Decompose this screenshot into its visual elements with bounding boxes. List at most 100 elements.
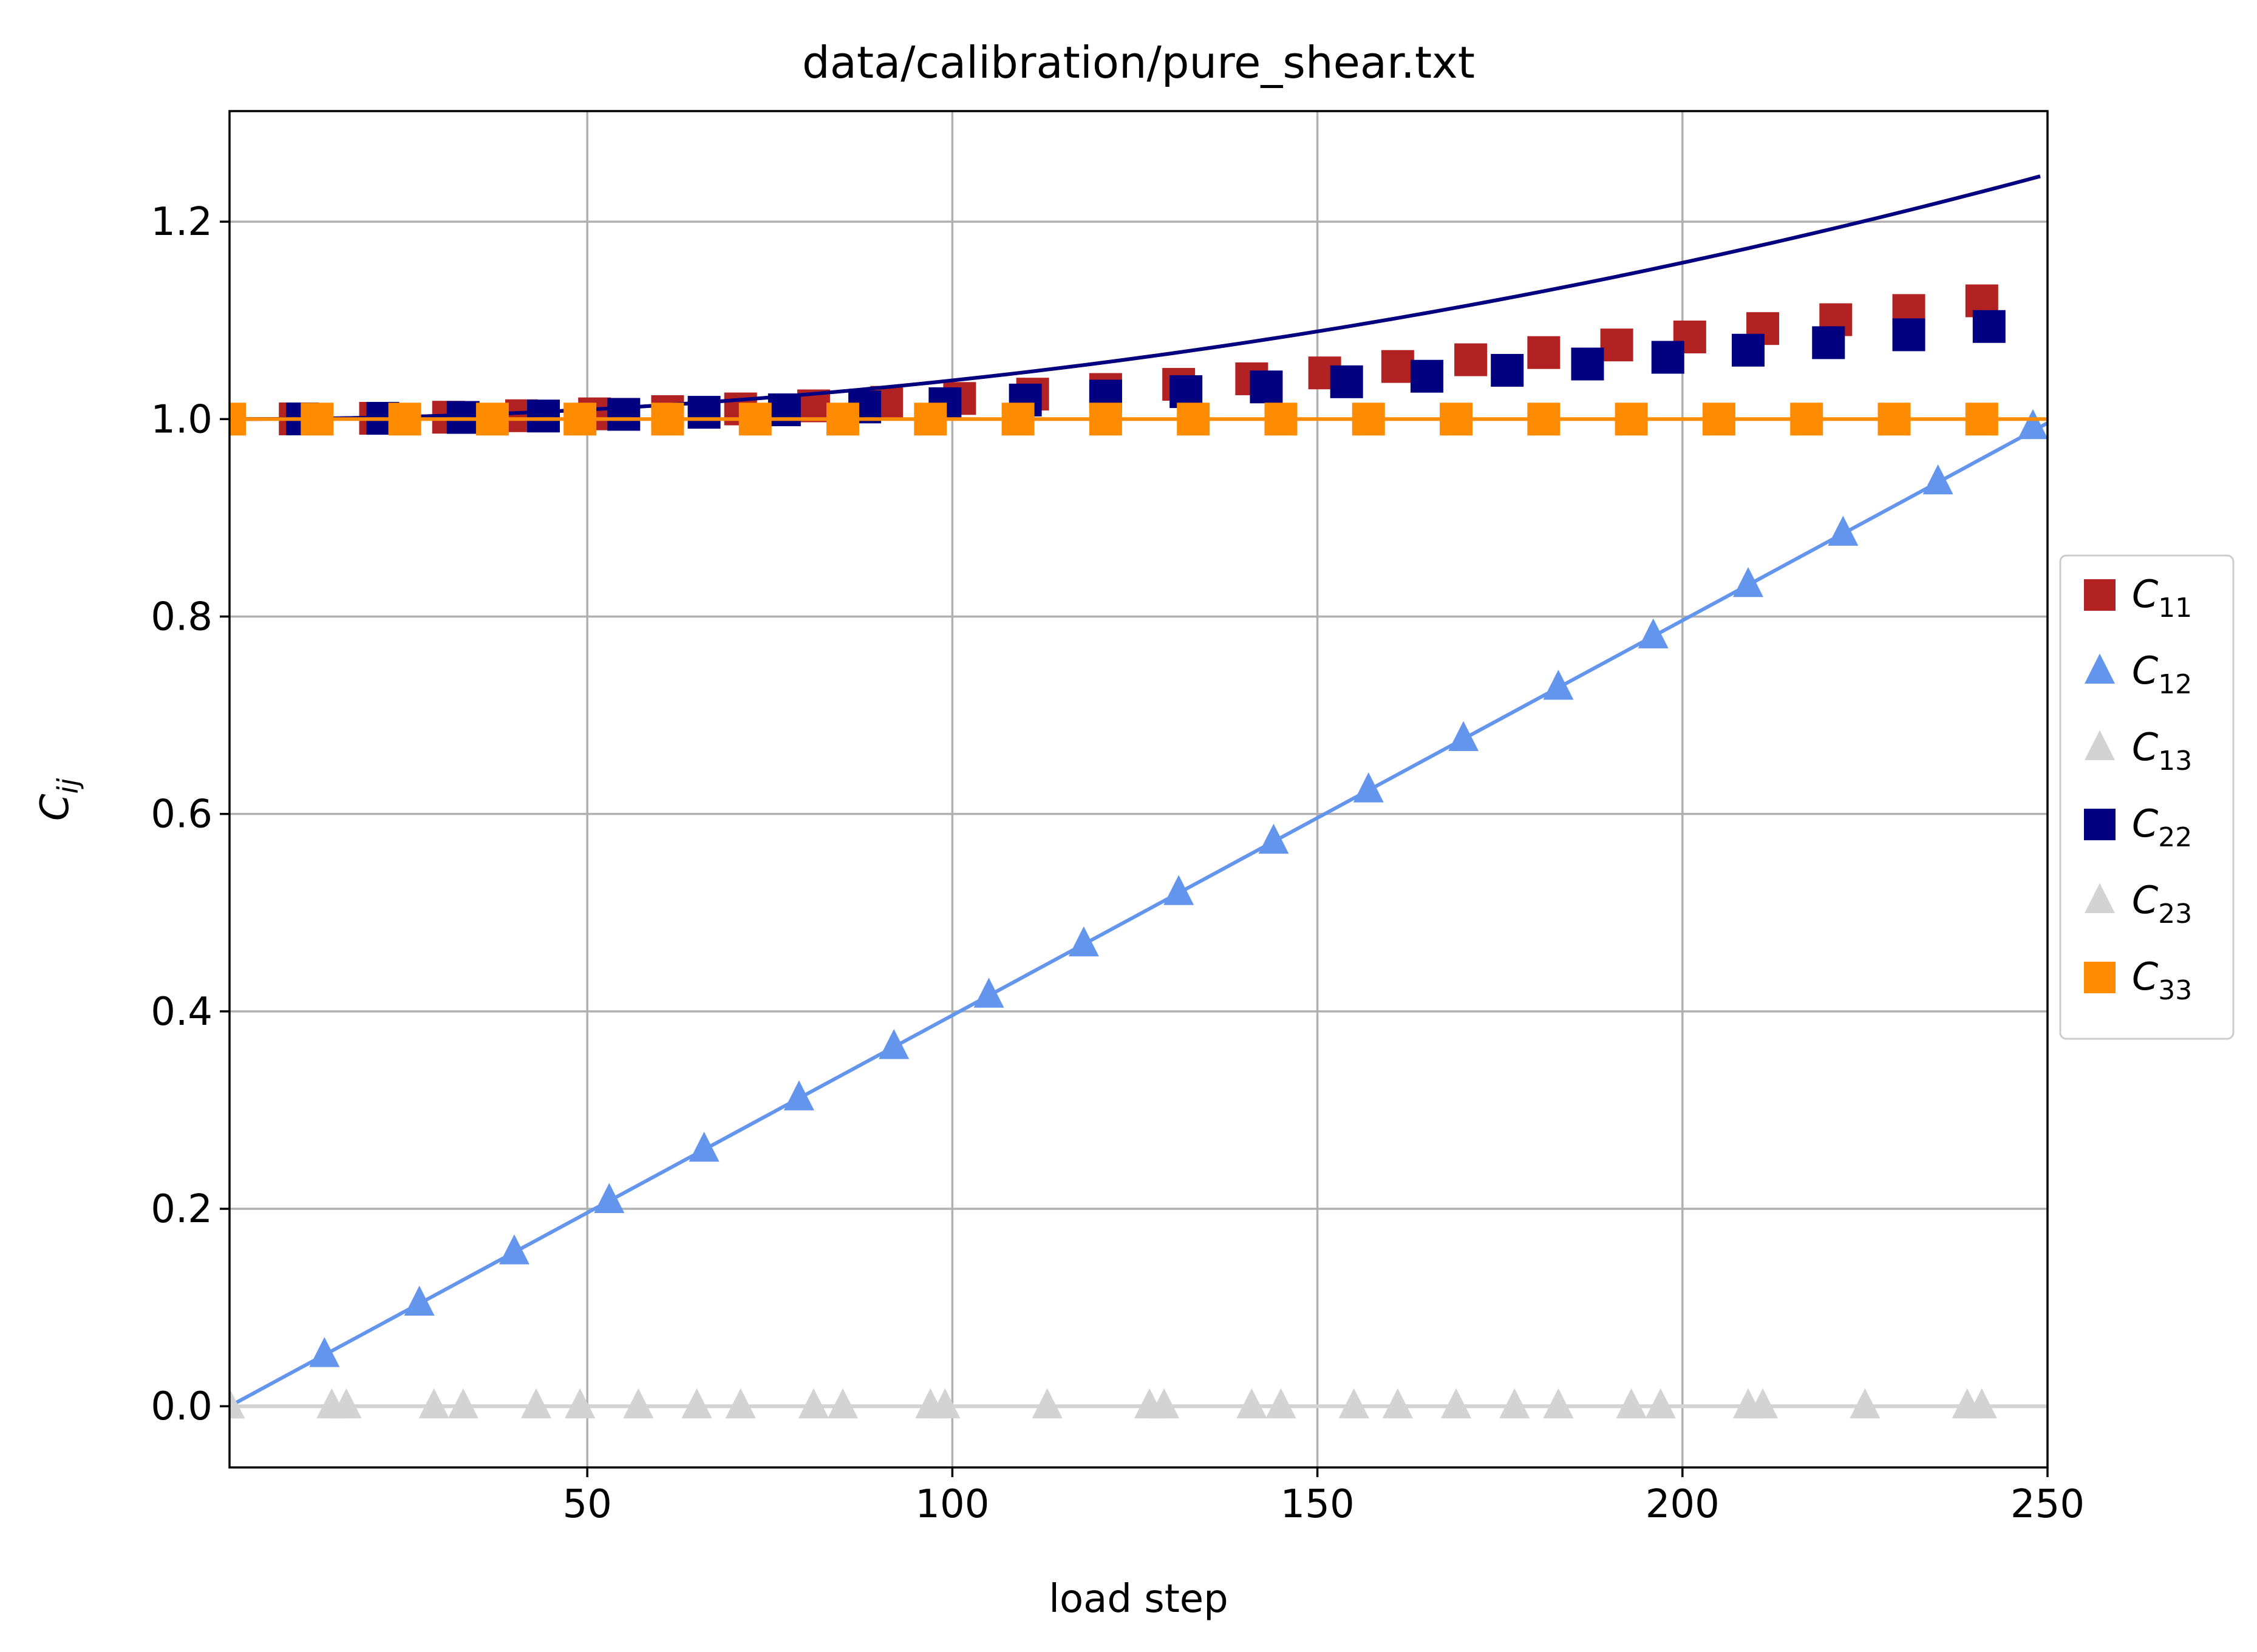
legend-marker-c23 xyxy=(2085,883,2115,913)
data-point-c23 xyxy=(1748,1388,1779,1419)
y-tick-label: 0.6 xyxy=(151,792,213,837)
data-point-c22 xyxy=(1732,333,1765,367)
data-point-c22 xyxy=(607,398,641,431)
data-point-c23 xyxy=(331,1388,362,1419)
data-point-c33 xyxy=(1001,403,1035,436)
legend: C11 C12 C13 C22 C23 C33 xyxy=(2059,554,2235,1040)
data-point-c12 xyxy=(783,1080,814,1110)
data-point-c33 xyxy=(563,403,597,436)
series-c23 xyxy=(230,1388,2048,1419)
data-point-c33 xyxy=(914,403,947,436)
data-point-c22 xyxy=(768,393,801,427)
legend-label-c11: C11 xyxy=(2132,572,2192,624)
data-point-c23 xyxy=(1966,1388,1997,1419)
data-point-c33 xyxy=(651,403,684,436)
data-point-c33 xyxy=(1790,403,1823,436)
data-point-c33 xyxy=(1264,403,1298,436)
series-layer xyxy=(230,174,2048,1419)
data-point-c12 xyxy=(1068,926,1099,957)
legend-label-c13: C13 xyxy=(2132,725,2192,777)
data-point-c33 xyxy=(1440,403,1473,436)
data-point-c23 xyxy=(623,1388,654,1419)
data-point-c23 xyxy=(1265,1388,1296,1419)
legend-label-c33: C33 xyxy=(2132,954,2192,1006)
data-point-c23 xyxy=(930,1388,961,1419)
legend-item-c33: C33 xyxy=(2084,954,2192,1006)
data-point-c12 xyxy=(973,977,1004,1008)
x-tick-label: 100 xyxy=(915,1482,989,1527)
data-point-c12 xyxy=(2017,409,2048,440)
series-c12 xyxy=(230,409,2048,1419)
data-point-c12 xyxy=(689,1132,720,1162)
data-point-c23 xyxy=(1338,1388,1369,1419)
data-point-c12 xyxy=(309,1337,340,1367)
data-point-c23 xyxy=(1149,1388,1180,1419)
data-point-c23 xyxy=(681,1388,712,1419)
x-tick-label: 200 xyxy=(1646,1482,1720,1527)
data-point-c23 xyxy=(828,1388,859,1419)
data-point-c33 xyxy=(475,403,509,436)
data-point-c11 xyxy=(1381,350,1414,383)
data-point-c33 xyxy=(1352,403,1385,436)
data-point-c33 xyxy=(1702,403,1735,436)
y-axis-label-sub: ij xyxy=(52,778,84,794)
legend-item-c11: C11 xyxy=(2084,572,2192,624)
data-point-c12 xyxy=(1258,823,1289,854)
y-tick-label: 0.8 xyxy=(151,594,213,639)
y-axis-label: Cij xyxy=(33,778,84,821)
y-tick-label: 0.2 xyxy=(151,1187,213,1232)
y-tick-label: 1.2 xyxy=(151,200,213,245)
legend-marker-c22 xyxy=(2084,809,2116,840)
chart-title: data/calibration/pure_shear.txt xyxy=(802,37,1475,88)
data-point-c33 xyxy=(388,403,421,436)
data-point-c12 xyxy=(1733,566,1764,597)
data-point-c11 xyxy=(1454,343,1488,376)
legend-marker-c33 xyxy=(2084,962,2116,993)
data-point-c33 xyxy=(826,403,860,436)
data-point-c33 xyxy=(230,403,246,436)
data-point-c23 xyxy=(1032,1388,1063,1419)
data-point-c33 xyxy=(301,403,334,436)
series-c33 xyxy=(230,403,2048,436)
x-tick-label: 150 xyxy=(1281,1482,1355,1527)
data-point-c23 xyxy=(1645,1388,1676,1419)
data-point-c23 xyxy=(798,1388,829,1419)
data-point-c33 xyxy=(1089,403,1122,436)
y-tick-label: 0.4 xyxy=(151,990,213,1035)
legend-label-c23: C23 xyxy=(2132,878,2192,930)
legend-item-c12: C12 xyxy=(2085,648,2192,700)
data-point-c12 xyxy=(1353,772,1384,803)
data-point-c23 xyxy=(1382,1388,1413,1419)
data-point-c23 xyxy=(1441,1388,1472,1419)
data-point-c22 xyxy=(527,399,560,433)
legend-marker-c13 xyxy=(2085,730,2115,760)
data-point-c23 xyxy=(1499,1388,1530,1419)
data-point-c22 xyxy=(1892,318,1925,352)
data-point-c22 xyxy=(1410,359,1443,393)
data-point-c33 xyxy=(1877,403,1911,436)
data-point-c12 xyxy=(1163,875,1194,905)
data-point-c33 xyxy=(1527,403,1561,436)
data-point-c23 xyxy=(521,1388,552,1419)
data-point-c23 xyxy=(230,1388,245,1419)
data-point-c22 xyxy=(1972,310,2006,343)
data-point-c12 xyxy=(1638,618,1669,648)
tick-layer: 50 100 150 200 250 0.0 0.2 0.4 0.6 0.8 1.0 1.2 xyxy=(151,200,2085,1527)
data-point-c33 xyxy=(738,403,772,436)
data-point-c22 xyxy=(1169,375,1203,409)
data-point-c12 xyxy=(1448,721,1479,752)
data-point-c12 xyxy=(404,1285,435,1316)
data-point-c33 xyxy=(1965,403,1998,436)
data-point-c22 xyxy=(687,396,721,429)
y-tick-label: 0.0 xyxy=(151,1384,213,1429)
data-point-c22 xyxy=(1491,353,1524,387)
legend-item-c23: C23 xyxy=(2085,878,2192,930)
legend-marker-c12 xyxy=(2085,653,2115,684)
data-point-c12 xyxy=(1828,515,1859,546)
data-point-c23 xyxy=(1850,1388,1881,1419)
data-point-c11 xyxy=(1527,336,1561,369)
legend-label-c22: C22 xyxy=(2132,801,2192,853)
